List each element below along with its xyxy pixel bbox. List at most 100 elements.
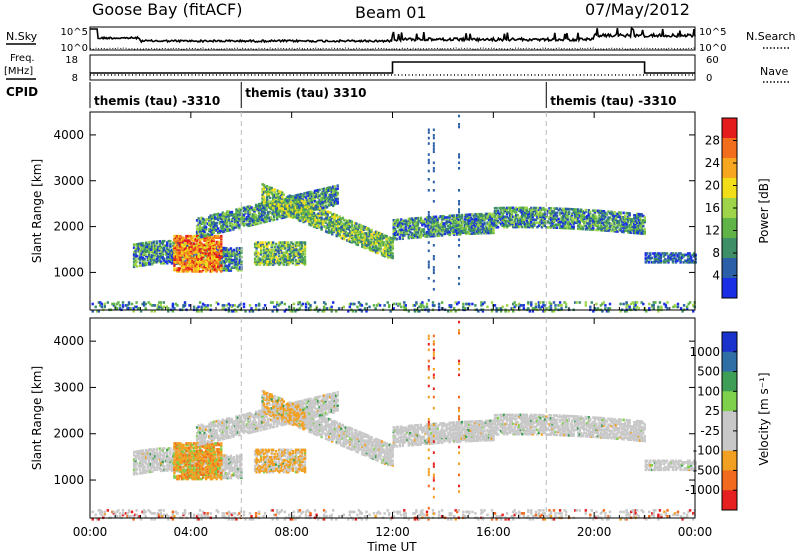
power-cell-40 [138, 254, 142, 257]
power-cell-120 [151, 262, 154, 266]
power-cell-1476 [247, 206, 250, 210]
power-cell-2190 [291, 195, 295, 199]
power-cell-3135 [300, 244, 304, 247]
power-cell-1468 [247, 220, 250, 223]
power-cell-85 [145, 245, 148, 249]
power-cell-2347 [315, 213, 319, 216]
power-cell-2143 [284, 198, 287, 202]
power-cell-1937 [329, 199, 332, 202]
power-cell-1021 [204, 264, 208, 267]
power-cell-821 [185, 256, 188, 260]
power-cell-659 [235, 257, 239, 260]
power-cell-1066 [208, 236, 211, 239]
power-cell-215 [166, 251, 169, 255]
power-cell-54 [140, 242, 143, 245]
power-cell-3024 [284, 247, 287, 250]
power-cell-823 [185, 254, 188, 257]
power-cell-813 [183, 240, 187, 244]
power-cell-2031 [267, 194, 270, 198]
power-cell-2119 [281, 197, 284, 200]
power-cell-2262 [303, 215, 307, 219]
power-cell-799 [182, 243, 185, 247]
power-cell-179 [160, 262, 163, 265]
power-cell-1193 [220, 236, 223, 239]
power-cell-2298 [308, 202, 311, 206]
power-cell-170 [158, 254, 161, 258]
power-cell-2359 [318, 226, 322, 229]
power-cell-1310 [217, 212, 220, 216]
power-cell-676 [238, 260, 242, 263]
power-cell-1327 [221, 227, 224, 231]
power-cell-62 [141, 250, 145, 254]
power-cell-2201 [294, 211, 298, 215]
power-cell-138 [152, 246, 155, 250]
power-cell-16 [134, 253, 137, 257]
power-cell-980 [200, 258, 203, 261]
power-cell-985 [200, 249, 203, 253]
power-cell-885 [191, 259, 194, 263]
power-cell-1861 [315, 195, 318, 198]
beam-title: Beam 01 [355, 3, 427, 22]
power-cell-812 [183, 245, 187, 248]
power-cell-1935 [329, 203, 332, 207]
power-cell-1623 [274, 212, 277, 215]
power-cell-149 [155, 260, 158, 264]
power-cell-1320 [220, 225, 223, 228]
power-cell-111 [149, 260, 152, 263]
power-cell-166 [157, 246, 160, 249]
power-cell-116 [149, 248, 152, 251]
power-cell-723 [176, 267, 179, 270]
power-cell-1267 [209, 221, 212, 225]
power-cell-2386 [323, 219, 326, 222]
power-cell-1437 [241, 223, 244, 226]
power-cell-4303 [592, 226, 595, 230]
power-cell-1530 [256, 207, 259, 211]
power-cell-848 [188, 267, 191, 270]
power-cell-2186 [291, 203, 295, 206]
power-cell-1355 [224, 212, 227, 215]
power-cell-669 [237, 261, 240, 265]
power-cell-2188 [291, 198, 295, 202]
power-cell-2309 [309, 203, 313, 206]
power-cell-1237 [203, 230, 206, 234]
power-cell-41 [138, 252, 142, 256]
power-cell-745 [177, 258, 181, 261]
power-cell-122 [151, 256, 154, 260]
power-cell-1348 [224, 222, 227, 226]
power-cell-1150 [215, 254, 218, 257]
power-cell-1175 [218, 243, 221, 247]
power-cell-1375 [229, 228, 232, 232]
power-cell-2177 [290, 204, 293, 207]
power-cell-65 [141, 244, 145, 248]
power-cell-156 [155, 247, 158, 251]
power-cell-707 [173, 237, 176, 241]
power-cell-1451 [242, 213, 246, 217]
power-cell-241 [170, 259, 174, 262]
power-cell-921 [195, 270, 199, 273]
power-cell-2290 [308, 218, 311, 222]
power-cell-2353 [317, 219, 320, 223]
power-cell-1443 [241, 212, 244, 216]
power-cell-1127 [214, 264, 217, 267]
power-cell-2289 [308, 220, 311, 223]
power-cell-1365 [226, 213, 229, 216]
power-cell-84 [145, 248, 148, 252]
power-cell-1171 [218, 252, 221, 256]
power-cell-1080 [209, 245, 212, 248]
power-cell-931 [195, 255, 199, 259]
power-cell-2381 [321, 212, 325, 216]
power-cell-3880 [515, 211, 518, 214]
power-cell-43 [138, 245, 142, 248]
power-cell-1123 [212, 236, 215, 239]
power-cell-1154 [215, 236, 218, 239]
power-cell-1102 [211, 240, 214, 244]
power-cell-1555 [260, 209, 264, 213]
power-cell-1009 [203, 252, 206, 256]
power-cell-740 [177, 270, 181, 273]
power-cell-716 [174, 243, 178, 247]
power-cell-1112 [212, 255, 215, 259]
power-cell-1191 [220, 240, 223, 244]
power-cell-2128 [282, 205, 285, 208]
power-cell-1402 [235, 225, 238, 229]
power-cell-3853 [510, 218, 513, 221]
